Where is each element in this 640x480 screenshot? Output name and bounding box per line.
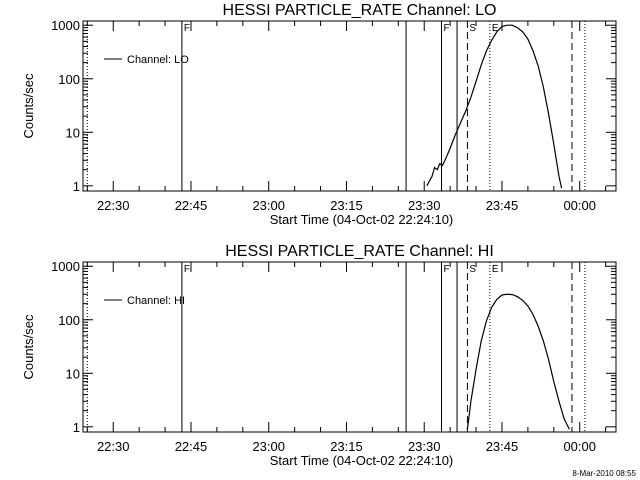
x-tick-label: 23:00 (252, 198, 285, 213)
x-tick-label: 23:30 (408, 198, 441, 213)
x-tick-label: 22:30 (97, 439, 130, 454)
x-tick-label: 22:45 (175, 198, 208, 213)
chart-panel-hi: HESSI PARTICLE_RATE Channel: HI 22:30 22:4… (21, 243, 617, 468)
y-tick-label: 1000 (51, 18, 80, 33)
y-tick-label: 10 (66, 125, 80, 140)
event-marker-label: S (469, 23, 476, 34)
y-tick-label: 1 (73, 179, 80, 194)
x-tick-label: 00:00 (563, 439, 596, 454)
plot-frame (82, 261, 617, 433)
legend-label: Channel: HI (127, 295, 185, 307)
chart-panel-lo: HESSI PARTICLE_RATE Channel: LO 22:30 22:4… (21, 2, 617, 227)
y-tick-label: 1000 (51, 259, 80, 274)
series-line (426, 24, 563, 189)
x-axis-label: Start Time (04-Oct-02 22:24:10) (270, 212, 454, 227)
x-tick-label: 23:45 (486, 439, 519, 454)
y-tick-label: 100 (58, 72, 80, 87)
event-marker-label: F (184, 264, 190, 275)
event-marker-label: S (469, 264, 476, 275)
x-tick-label: 22:30 (97, 198, 130, 213)
y-axis-label: Counts/sec (21, 314, 36, 380)
x-tick-label: 23:45 (486, 198, 519, 213)
x-tick-label: 23:15 (330, 198, 363, 213)
x-tick-label: 23:30 (408, 439, 441, 454)
y-tick-label: 10 (66, 366, 80, 381)
y-axis-label: Counts/sec (21, 73, 36, 139)
x-tick-label: 23:15 (330, 439, 363, 454)
timestamp-stamp: 8-Mar-2010 08:55 (572, 469, 636, 478)
legend-label: Channel: LO (127, 54, 189, 66)
x-axis-label: Start Time (04-Oct-02 22:24:10) (270, 453, 454, 468)
y-tick-label: 100 (58, 313, 80, 328)
plot-frame (82, 20, 617, 192)
event-marker-label: F (184, 23, 190, 34)
event-marker-label: E (492, 23, 499, 34)
event-marker-label: F (444, 23, 450, 34)
event-marker-label: E (492, 264, 499, 275)
chart-title: HESSI PARTICLE_RATE Channel: LO (223, 2, 497, 19)
chart-title: HESSI PARTICLE_RATE Channel: HI (225, 243, 494, 260)
x-tick-label: 22:45 (175, 439, 208, 454)
x-tick-label: 00:00 (563, 198, 596, 213)
y-tick-label: 1 (73, 420, 80, 435)
x-tick-label: 23:00 (252, 439, 285, 454)
event-marker-label: F (444, 264, 450, 275)
series-line (466, 293, 570, 430)
